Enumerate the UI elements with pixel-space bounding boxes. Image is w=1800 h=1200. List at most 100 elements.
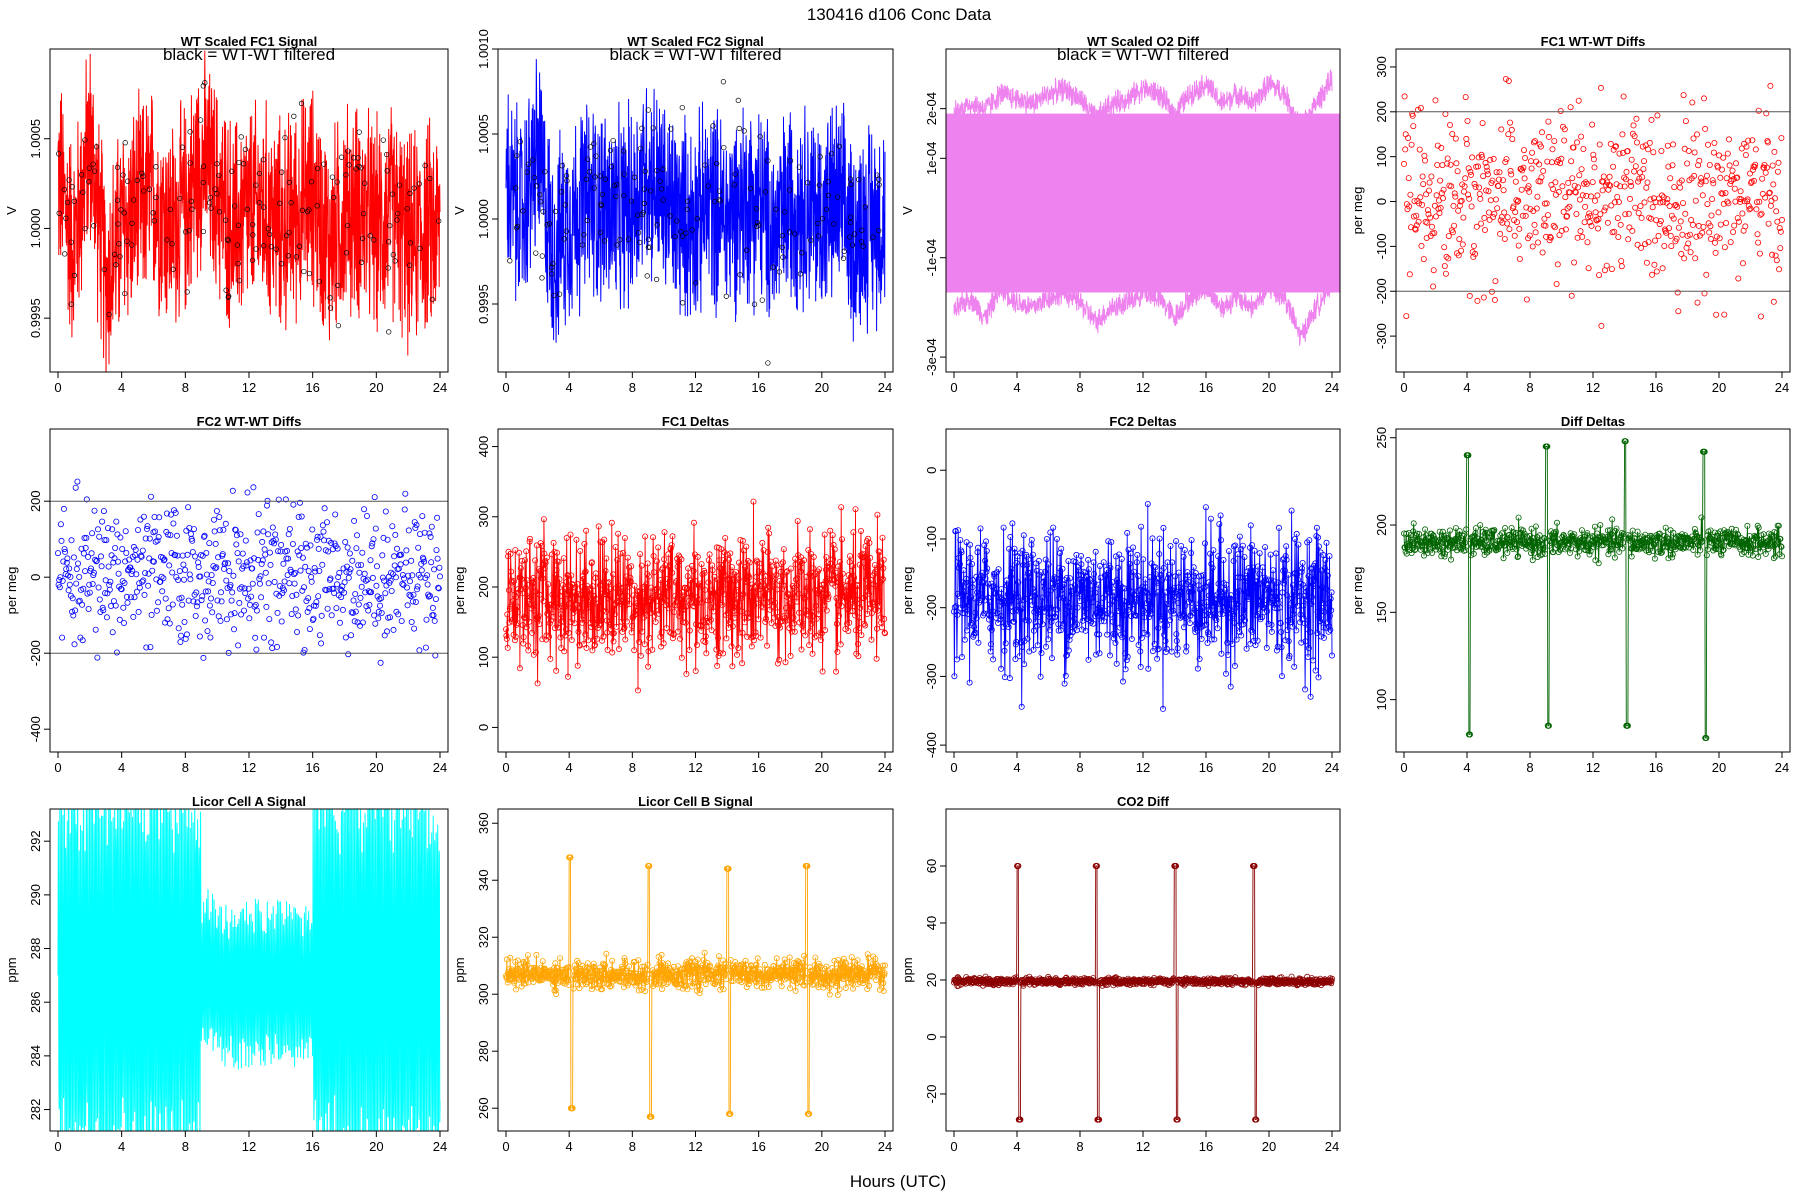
data-point	[1630, 122, 1637, 129]
data-point	[1769, 534, 1776, 541]
data-point	[1704, 201, 1711, 208]
data-point	[1004, 591, 1011, 598]
data-point	[530, 979, 537, 986]
data-point	[734, 651, 741, 658]
data-point	[1246, 594, 1253, 601]
data-point	[313, 599, 320, 606]
data-point	[56, 577, 63, 584]
data-point	[737, 602, 744, 609]
data-point	[823, 607, 830, 614]
data-point	[1137, 648, 1144, 655]
data-point	[404, 205, 410, 212]
data-point	[1541, 535, 1548, 542]
data-point	[356, 129, 362, 135]
data-point	[963, 575, 970, 582]
data-point	[95, 584, 102, 591]
x-tick-label: 24	[1775, 760, 1789, 775]
series-filtered	[56, 80, 442, 335]
data-point	[519, 557, 526, 564]
y-axis-label: per meg	[4, 567, 19, 615]
data-point	[1096, 631, 1103, 638]
data-point	[182, 229, 189, 235]
data-point	[1711, 139, 1718, 146]
data-point	[1534, 193, 1541, 200]
data-point	[218, 598, 225, 605]
data-point	[777, 624, 784, 631]
data-point	[679, 104, 685, 111]
data-point	[1168, 648, 1175, 655]
data-point	[316, 568, 323, 575]
data-point	[118, 207, 124, 213]
data-point	[777, 619, 784, 626]
data-point	[1007, 533, 1014, 540]
data-point	[1426, 187, 1433, 194]
data-point	[1502, 158, 1509, 165]
data-point	[536, 621, 543, 628]
data-point	[805, 612, 812, 619]
data-point	[1105, 538, 1112, 545]
data-point	[1075, 564, 1082, 571]
data-point	[611, 602, 618, 609]
data-point	[1236, 629, 1243, 636]
x-tick-label: 20	[369, 1139, 383, 1154]
series-diffs	[55, 478, 443, 666]
data-point	[393, 545, 400, 552]
data-point	[859, 227, 865, 233]
data-point	[1704, 546, 1711, 553]
data-point	[323, 519, 330, 526]
data-point	[1105, 586, 1112, 593]
data-point	[1694, 131, 1701, 138]
data-point	[1770, 181, 1777, 188]
y-tick-label: 0	[924, 467, 939, 474]
data-point	[1740, 260, 1747, 267]
data-point	[1108, 539, 1115, 546]
data-point	[1128, 636, 1135, 643]
data-point	[1034, 642, 1041, 649]
data-point	[1112, 639, 1119, 646]
x-tick-label: 8	[182, 1139, 189, 1154]
data-point	[882, 630, 889, 637]
data-point	[731, 607, 738, 614]
data-point	[698, 627, 705, 634]
data-point	[986, 598, 993, 605]
data-point	[164, 237, 170, 243]
data-point	[1163, 645, 1170, 652]
data-point	[788, 600, 795, 607]
data-point	[1662, 524, 1669, 531]
data-point	[100, 508, 107, 515]
data-point	[1587, 548, 1594, 555]
data-point	[1459, 241, 1466, 248]
data-point	[776, 269, 783, 275]
data-point	[117, 253, 123, 260]
data-point	[356, 163, 362, 170]
data-point	[1500, 555, 1507, 562]
data-point	[1179, 613, 1186, 620]
data-point	[1204, 640, 1211, 647]
data-point	[1525, 183, 1532, 190]
data-point	[351, 517, 358, 524]
data-point	[1720, 154, 1727, 161]
data-point	[301, 268, 307, 275]
data-point	[1721, 311, 1728, 318]
data-point	[1445, 233, 1452, 240]
data-point	[248, 593, 255, 600]
data-point	[1583, 180, 1590, 187]
data-point	[644, 560, 651, 567]
data-point	[1030, 627, 1037, 634]
data-point	[331, 590, 338, 597]
data-point	[1579, 233, 1586, 240]
data-point	[1541, 215, 1548, 222]
data-point	[868, 636, 875, 643]
data-point	[965, 601, 972, 608]
data-point	[1636, 546, 1643, 553]
data-point	[1451, 222, 1458, 229]
data-point	[1605, 551, 1612, 558]
data-point	[91, 223, 97, 229]
data-point	[679, 589, 686, 596]
data-point	[1323, 585, 1330, 592]
data-point	[434, 514, 441, 521]
data-point	[1502, 525, 1509, 532]
y-axis-label: V	[900, 206, 915, 215]
data-point	[533, 250, 539, 256]
data-point	[82, 544, 89, 551]
